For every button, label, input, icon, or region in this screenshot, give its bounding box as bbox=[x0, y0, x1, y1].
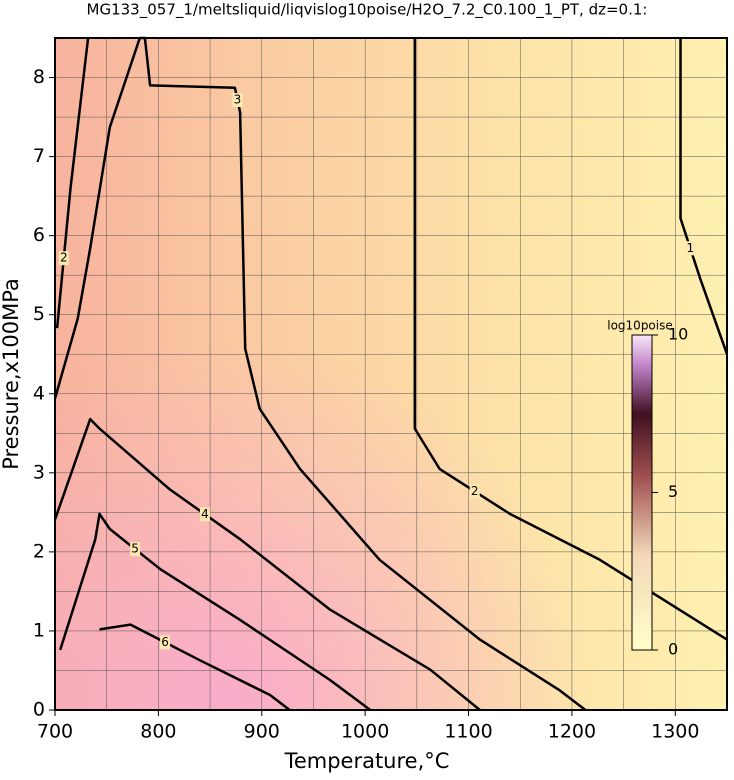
x-axis-label: Temperature,°C bbox=[284, 749, 450, 773]
contour-label-bg bbox=[199, 507, 210, 522]
y-tick-label: 1 bbox=[33, 619, 45, 641]
y-tick-label: 7 bbox=[33, 145, 45, 167]
plot-shade bbox=[55, 38, 727, 710]
y-tick-label: 8 bbox=[33, 66, 45, 88]
contour-label-bg bbox=[232, 93, 243, 108]
colorbar-label: log10poise bbox=[607, 319, 673, 333]
y-tick-label: 4 bbox=[33, 382, 45, 404]
contour-label: 5 bbox=[131, 542, 139, 556]
chart-title: MG133_057_1/meltsliquid/liqvislog10poise… bbox=[87, 1, 648, 20]
contour-label-bg bbox=[160, 635, 171, 650]
colorbar-tick-label: 0 bbox=[668, 640, 678, 659]
x-tick-label: 800 bbox=[140, 721, 176, 743]
y-tick-label: 2 bbox=[33, 540, 45, 562]
contour-label: 2 bbox=[471, 484, 479, 498]
x-tick-label: 1100 bbox=[444, 721, 492, 743]
contour-label: 4 bbox=[201, 507, 209, 521]
x-tick-label: 700 bbox=[37, 721, 73, 743]
y-tick-label: 0 bbox=[33, 699, 45, 721]
colorbar-tick-label: 10 bbox=[668, 325, 688, 344]
x-tick-label: 900 bbox=[244, 721, 280, 743]
colorbar bbox=[631, 334, 653, 651]
contour-label-bg bbox=[58, 251, 69, 266]
y-tick-label: 5 bbox=[33, 303, 45, 325]
x-tick-label: 1200 bbox=[548, 721, 596, 743]
colorbar-tick-label: 5 bbox=[668, 482, 678, 501]
plot-frame bbox=[54, 37, 728, 711]
x-tick-label: 1000 bbox=[341, 721, 389, 743]
y-axis-label: Pressure,x100MPa bbox=[0, 278, 23, 470]
y-tick-label: 6 bbox=[33, 224, 45, 246]
contour-label: 3 bbox=[234, 93, 242, 107]
contour-line bbox=[55, 37, 90, 329]
contour-line bbox=[99, 623, 291, 711]
y-tick-label: 3 bbox=[33, 461, 45, 483]
contour-label: 1 bbox=[686, 241, 694, 255]
contour-label: 6 bbox=[161, 635, 169, 649]
x-tick-label: 1300 bbox=[651, 721, 699, 743]
contour-label-bg bbox=[130, 542, 141, 557]
contour-label-bg bbox=[685, 241, 696, 256]
contour-label: 2 bbox=[60, 251, 68, 265]
contour-label-bg bbox=[469, 484, 480, 499]
